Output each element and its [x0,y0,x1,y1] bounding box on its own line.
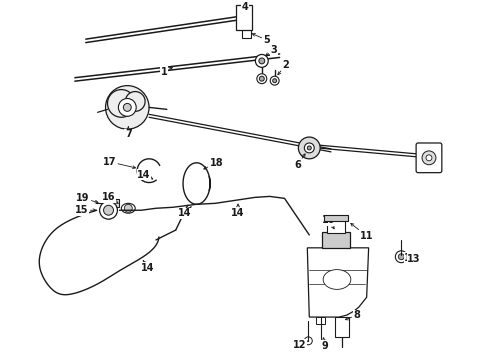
Circle shape [123,103,131,111]
Circle shape [273,79,277,83]
Text: 14: 14 [231,204,245,218]
Text: 9: 9 [322,338,328,351]
Circle shape [257,74,267,84]
Text: 7: 7 [125,127,132,139]
Circle shape [119,99,136,116]
Circle shape [259,58,265,64]
Text: 8: 8 [345,310,360,320]
Text: 19: 19 [76,193,98,203]
Circle shape [270,76,279,85]
Bar [327,218,345,233]
Text: 3: 3 [266,45,277,56]
Text: 6: 6 [294,154,305,170]
Circle shape [99,201,118,219]
Bar [242,28,251,38]
Circle shape [395,251,407,263]
Text: 17: 17 [103,157,136,168]
Circle shape [107,90,135,117]
Text: 18: 18 [204,158,223,169]
Text: 11: 11 [351,224,373,241]
Text: 2: 2 [278,60,289,75]
Text: 14: 14 [178,207,192,218]
Circle shape [259,76,264,81]
Circle shape [255,54,268,67]
Text: 14: 14 [141,261,155,273]
Ellipse shape [323,270,351,289]
Circle shape [298,137,320,159]
Bar [316,317,325,324]
Text: 4: 4 [242,3,248,13]
Circle shape [304,337,312,345]
Text: 12: 12 [293,340,308,350]
Bar [101,199,120,207]
Polygon shape [307,248,368,317]
Text: 5: 5 [252,33,270,45]
Circle shape [426,155,432,161]
Bar [236,5,252,30]
Ellipse shape [122,203,135,213]
Circle shape [422,151,436,165]
Bar [335,317,349,337]
Text: 16: 16 [102,192,118,203]
Text: 14: 14 [137,170,153,180]
Text: 15: 15 [75,205,96,215]
Circle shape [125,91,145,111]
Text: 1: 1 [161,67,172,77]
Circle shape [124,204,132,212]
Circle shape [304,143,314,153]
FancyBboxPatch shape [416,143,442,173]
Text: 13: 13 [407,254,421,264]
Circle shape [307,146,311,150]
Bar [322,232,350,248]
Circle shape [105,86,149,129]
Circle shape [103,205,114,215]
Circle shape [398,254,404,260]
Text: 10: 10 [322,215,336,229]
Bar [324,215,348,221]
Text: 13: 13 [404,253,418,263]
